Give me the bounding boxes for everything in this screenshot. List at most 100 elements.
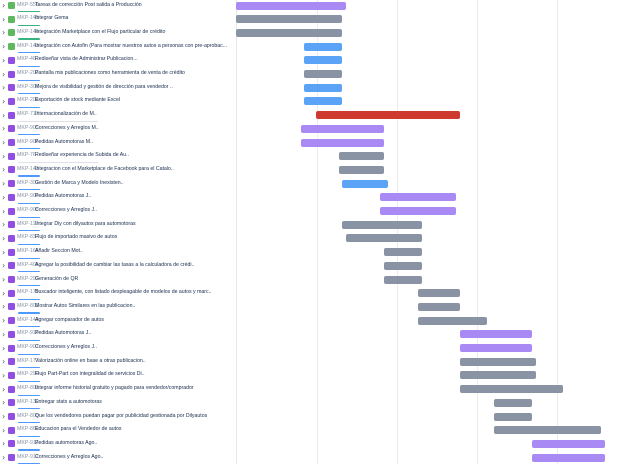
issue-list-cell[interactable]: › MKP-146 Integración Marketplace con el F… [0,26,236,40]
issue-summary[interactable]: Integracion con el Marketplace de Facebo… [35,165,174,172]
issue-row[interactable]: › MKP-203 Pantalla mis publicaciones como … [0,68,618,82]
issue-summary[interactable]: Añadir Seccion Mot.. [35,248,83,255]
issue-summary[interactable]: Integrar Gema [35,15,69,22]
issue-row[interactable]: › MKP-146 Integración Marketplace con el F… [0,26,618,40]
issue-summary[interactable]: Gestión de Marca y Modelo Inexisten.. [35,179,124,186]
issue-summary[interactable]: Correcciones y Arreglos Ago.. [35,453,104,460]
issue-list-cell[interactable]: › MKP-76 Rediseñar experiencia de Subida d… [0,150,236,164]
timeline-bar[interactable] [384,248,423,257]
chevron-right-icon[interactable]: › [2,329,6,339]
issue-summary[interactable]: Correcciones y Arreglos J.. [35,344,97,350]
issue-row[interactable]: › MKP-907 Correcciones y Arreglos J.. [0,342,618,356]
issue-list-cell[interactable]: › MKP-908 Correcciones y Arreglos J.. [0,205,236,219]
issue-list-cell[interactable]: › MKP-203 Pantalla mis publicaciones como … [0,68,236,82]
issue-key[interactable]: MKP-290 [17,371,39,378]
issue-row[interactable]: › MKP-46 Rediseñar vista de Administrar Pu… [0,54,618,68]
issue-key[interactable]: MKP-717 [17,111,39,118]
timeline-bar[interactable] [300,138,385,147]
issue-key[interactable]: MKP-907 [17,344,39,350]
issue-summary[interactable]: Integración con Autofin (Para mostrar nu… [35,42,228,49]
issue-row[interactable]: › MKP-307 Mejora de visibilidad y gestión … [0,81,618,95]
timeline-bar[interactable] [304,97,343,106]
issue-row[interactable]: › MKP-908 Correcciones y Arreglos J.. [0,205,618,219]
issue-list-cell[interactable]: › MKP-292 Generación de QR [0,273,236,287]
chevron-right-icon[interactable]: › [2,384,6,394]
issue-summary[interactable]: Integrar Diy con dilyautos para automoto… [35,220,136,227]
chevron-right-icon[interactable]: › [2,69,6,79]
timeline-bar[interactable] [300,124,385,133]
issue-row[interactable]: › MKP-117 Integrar Diy con dilyautos para … [0,218,618,232]
issue-row[interactable]: › MKP-143 Integración con Autofin (Para mo… [0,40,618,54]
issue-summary[interactable]: Mejora de visibilidad y gestión de direc… [35,83,173,90]
issue-summary[interactable]: Buscador inteligente, con listado desple… [35,289,212,296]
timeline-bar[interactable] [304,56,343,65]
issue-summary[interactable]: Exportación de stock mediante Excel [35,97,121,104]
issue-key[interactable]: MKP-203 [17,70,39,76]
chevron-right-icon[interactable]: › [2,179,6,189]
issue-summary[interactable]: Internacionalización de M.. [35,111,97,118]
issue-list-cell[interactable]: › MKP-143 Integración con Autofin (Para mo… [0,40,236,54]
issue-row[interactable]: › MKP-290 Flujo Part-Part con integralidad… [0,369,618,383]
issue-summary[interactable]: Agregar comparador de autos [35,316,104,323]
issue-key[interactable]: MKP-208 [17,97,39,104]
timeline-bar[interactable] [460,357,537,366]
issue-list-cell[interactable]: › MKP-556 Tareas de corrección Post salida… [0,0,236,13]
chevron-right-icon[interactable]: › [2,14,6,24]
issue-summary[interactable]: Integración Marketplace con el Flujo par… [35,28,166,35]
chevron-right-icon[interactable]: › [2,151,6,161]
chevron-right-icon[interactable]: › [2,288,6,298]
issue-summary[interactable]: Flujo de importado masivo de autos [35,234,118,241]
issue-row[interactable]: › MKP-910 Pedidas Automotoras J.. [0,328,618,342]
issue-summary[interactable]: Pantalla mis publicaciones como herramie… [35,70,185,76]
issue-list-cell[interactable]: › MKP-905 Correcciones y Arreglos M.. [0,122,236,136]
timeline-bar[interactable] [342,179,388,188]
issue-row[interactable]: › MKP-143 Integracion con el Marketplace d… [0,163,618,177]
issue-key[interactable]: MKP-556 [17,1,39,8]
issue-list-cell[interactable]: › MKP-802 Integrar informe historial gratu… [0,383,236,397]
chevron-right-icon[interactable]: › [2,42,6,52]
issue-row[interactable]: › MKP-556 Tareas de corrección Post salida… [0,0,618,13]
issue-row[interactable]: › MKP-139 Entregar stats a automotoras [0,396,618,410]
issue-key[interactable]: MKP-906 [17,138,39,145]
issue-key[interactable]: MKP-292 [17,275,39,282]
issue-key[interactable]: MKP-117 [17,220,39,227]
issue-summary[interactable]: Tareas de corrección Post salida a Produ… [35,1,142,8]
issue-list-cell[interactable]: › MKP-837 Flujo de importado masivo de aut… [0,232,236,246]
issue-key[interactable]: MKP-145 [17,15,39,22]
timeline-bar[interactable] [338,152,385,161]
issue-row[interactable]: › MKP-802 Integrar informe historial gratu… [0,383,618,397]
issue-key[interactable]: MKP-802 [17,385,39,392]
issue-row[interactable]: › MKP-913 Pedidas automotoras Ago.. [0,437,618,451]
issue-list-cell[interactable]: › MKP-906 Pedidas Automotoras M.. [0,136,236,150]
issue-key[interactable]: MKP-805 [17,412,39,419]
issue-key[interactable]: MKP-146 [17,28,39,35]
timeline-bar[interactable] [384,261,423,270]
issue-summary[interactable]: Educacion para el Vendedor de autos [35,426,122,433]
issue-list-cell[interactable]: › MKP-717 Internacionalización de M.. [0,109,236,123]
issue-list-cell[interactable]: › MKP-907 Correcciones y Arreglos J.. [0,342,236,356]
timeline-bar[interactable] [380,193,457,202]
issue-summary[interactable]: Pedidas Automotoras J.. [35,193,92,200]
issue-key[interactable]: MKP-802 [17,302,39,309]
issue-row[interactable]: › MKP-405 Agregar la posibilidad de cambia… [0,259,618,273]
timeline-bar[interactable] [338,165,385,174]
issue-list-cell[interactable]: › MKP-307 Mejora de visibilidad y gestión … [0,81,236,95]
issue-list-cell[interactable]: › MKP-913 Pedidas automotoras Ago.. [0,437,236,451]
chevron-right-icon[interactable]: › [2,55,6,65]
issue-row[interactable]: › MKP-145 Integrar Gema [0,13,618,27]
issue-key[interactable]: MKP-170 [17,289,39,296]
issue-key[interactable]: MKP-909 [17,193,39,200]
issue-summary[interactable]: Mostrar Autos Similares en las publicaci… [35,302,136,309]
issue-summary[interactable]: Pedidas Automotoras M.. [35,138,93,145]
issue-row[interactable]: › MKP-208 Exportación de stock mediante Ex… [0,95,618,109]
timeline-bar[interactable] [494,426,601,435]
issue-list-cell[interactable]: › MKP-405 Agregar la posibilidad de cambia… [0,259,236,273]
timeline-bar[interactable] [236,28,343,37]
issue-row[interactable]: › MKP-805 Que los vendedores puedan pagar … [0,410,618,424]
issue-row[interactable]: › MKP-177 Valorización online en base a ot… [0,355,618,369]
timeline-bar[interactable] [236,1,347,10]
issue-key[interactable]: MKP-177 [17,357,39,364]
issue-key[interactable]: MKP-912 [17,453,39,460]
chevron-right-icon[interactable]: › [2,192,6,202]
chevron-right-icon[interactable]: › [2,138,6,147]
